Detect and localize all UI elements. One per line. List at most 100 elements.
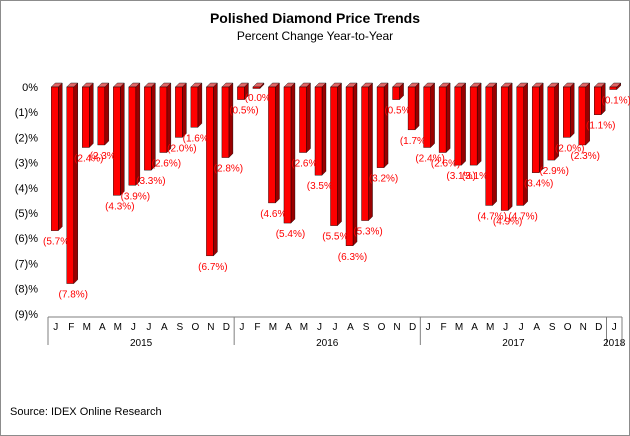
- x-tick-label-35: D: [595, 322, 602, 333]
- data-label-0: (5.7%): [43, 237, 72, 248]
- bar-35: [594, 86, 602, 115]
- y-tick-label-0: 0%: [22, 82, 38, 94]
- bar-23: [407, 86, 416, 131]
- data-label-28: (4.7%): [477, 211, 506, 222]
- bar-13: [252, 86, 261, 89]
- data-label-1: (7.8%): [59, 290, 88, 301]
- y-tick-label-9: (9)%: [15, 309, 38, 321]
- x-tick-label-22: N: [393, 322, 400, 333]
- x-tick-label-3: A: [99, 322, 106, 333]
- x-tick-label-0: J: [53, 322, 58, 333]
- y-tick-label-2: (2)%: [15, 132, 38, 144]
- data-label-13: (0.0%): [245, 93, 274, 104]
- data-label-18: (5.5%): [322, 232, 351, 243]
- x-tick-label-14: M: [269, 322, 277, 333]
- bar-side-23: [414, 82, 420, 131]
- x-tick-label-4: M: [114, 322, 122, 333]
- data-label-16: (2.6%): [291, 159, 320, 170]
- bar-side-33: [570, 82, 575, 138]
- bar-side-29: [507, 82, 513, 211]
- bar-side-0: [58, 82, 63, 232]
- data-label-36: (0.1%): [602, 96, 630, 107]
- bar-side-20: [368, 82, 373, 222]
- bar-side-6: [151, 82, 156, 171]
- year-label-3: 2018: [603, 338, 626, 349]
- x-tick-label-11: D: [223, 322, 230, 333]
- bar-20: [361, 86, 369, 221]
- source-note: Source: IDEX Online Research: [10, 406, 162, 418]
- data-label-7: (2.6%): [152, 159, 181, 170]
- x-tick-label-12: J: [239, 322, 244, 333]
- year-label-0: 2015: [130, 338, 153, 349]
- bar-side-4: [120, 82, 125, 196]
- year-label-2: 2017: [502, 338, 525, 349]
- bar-29: [500, 86, 509, 211]
- year-label-1: 2016: [316, 338, 339, 349]
- bar-7: [159, 86, 168, 153]
- bar-14: [268, 86, 276, 204]
- y-tick-label-3: (3)%: [15, 158, 38, 170]
- bar-side-15: [290, 82, 296, 224]
- x-tick-label-24: J: [426, 322, 431, 333]
- x-tick-label-31: A: [533, 322, 540, 333]
- bar-side-5: [135, 82, 141, 186]
- x-tick-label-32: S: [549, 322, 556, 333]
- bar-side-9: [197, 82, 203, 128]
- chart-subtitle: Percent Change Year-to-Year: [236, 29, 394, 43]
- data-label-8: (2.0%): [167, 143, 196, 154]
- x-tick-label-16: M: [300, 322, 308, 333]
- bar-side-19: [352, 82, 358, 247]
- bar-11: [221, 86, 230, 158]
- y-tick-label-4: (4)%: [15, 183, 38, 195]
- x-tick-label-5: J: [131, 322, 136, 333]
- x-tick-label-15: A: [285, 322, 292, 333]
- x-tick-label-9: O: [191, 322, 199, 333]
- data-label-2: (2.4%): [74, 153, 103, 164]
- bar-side-25: [445, 82, 451, 154]
- bar-side-16: [306, 82, 311, 154]
- x-tick-label-18: J: [333, 322, 338, 333]
- data-label-6: (3.3%): [136, 176, 165, 187]
- bar-6: [144, 86, 152, 171]
- bar-side-24: [430, 82, 435, 148]
- x-tick-label-19: A: [347, 322, 354, 333]
- bar-32: [547, 86, 555, 161]
- data-label-3: (2.3%): [90, 151, 119, 162]
- bar-side-2: [89, 82, 94, 148]
- x-tick-label-27: A: [471, 322, 478, 333]
- bar-19: [345, 86, 354, 246]
- bar-side-14: [275, 82, 280, 204]
- bar-side-26: [461, 82, 466, 166]
- data-label-34: (2.3%): [570, 151, 599, 162]
- x-tick-label-28: M: [486, 322, 494, 333]
- bar-18: [330, 86, 338, 226]
- bar-24: [423, 86, 431, 148]
- data-label-20: (5.3%): [353, 227, 382, 238]
- x-tick-label-23: D: [409, 322, 416, 333]
- bar-8: [175, 86, 183, 138]
- x-tick-label-1: F: [68, 322, 74, 333]
- data-label-29: (4.9%): [493, 216, 522, 227]
- y-tick-label-5: (5)%: [15, 208, 38, 220]
- data-label-19: (6.3%): [338, 252, 367, 263]
- bar-33: [563, 86, 571, 138]
- y-tick-label-7: (7)%: [15, 258, 38, 270]
- x-tick-label-20: S: [363, 322, 370, 333]
- bar-9: [190, 86, 199, 128]
- x-tick-label-33: O: [564, 322, 572, 333]
- data-label-17: (3.5%): [307, 181, 336, 192]
- data-label-23: (1.7%): [400, 136, 429, 147]
- chart-title: Polished Diamond Price Trends: [209, 10, 421, 26]
- bar-2: [82, 86, 90, 148]
- bar-5: [128, 86, 137, 186]
- data-label-33: (2.0%): [555, 143, 584, 154]
- bar-27: [469, 86, 478, 166]
- data-label-15: (5.4%): [276, 229, 305, 240]
- bar-4: [113, 86, 121, 196]
- x-tick-label-17: J: [317, 322, 322, 333]
- x-tick-label-34: N: [580, 322, 587, 333]
- data-label-14: (4.6%): [260, 209, 289, 220]
- bar-34: [578, 86, 586, 146]
